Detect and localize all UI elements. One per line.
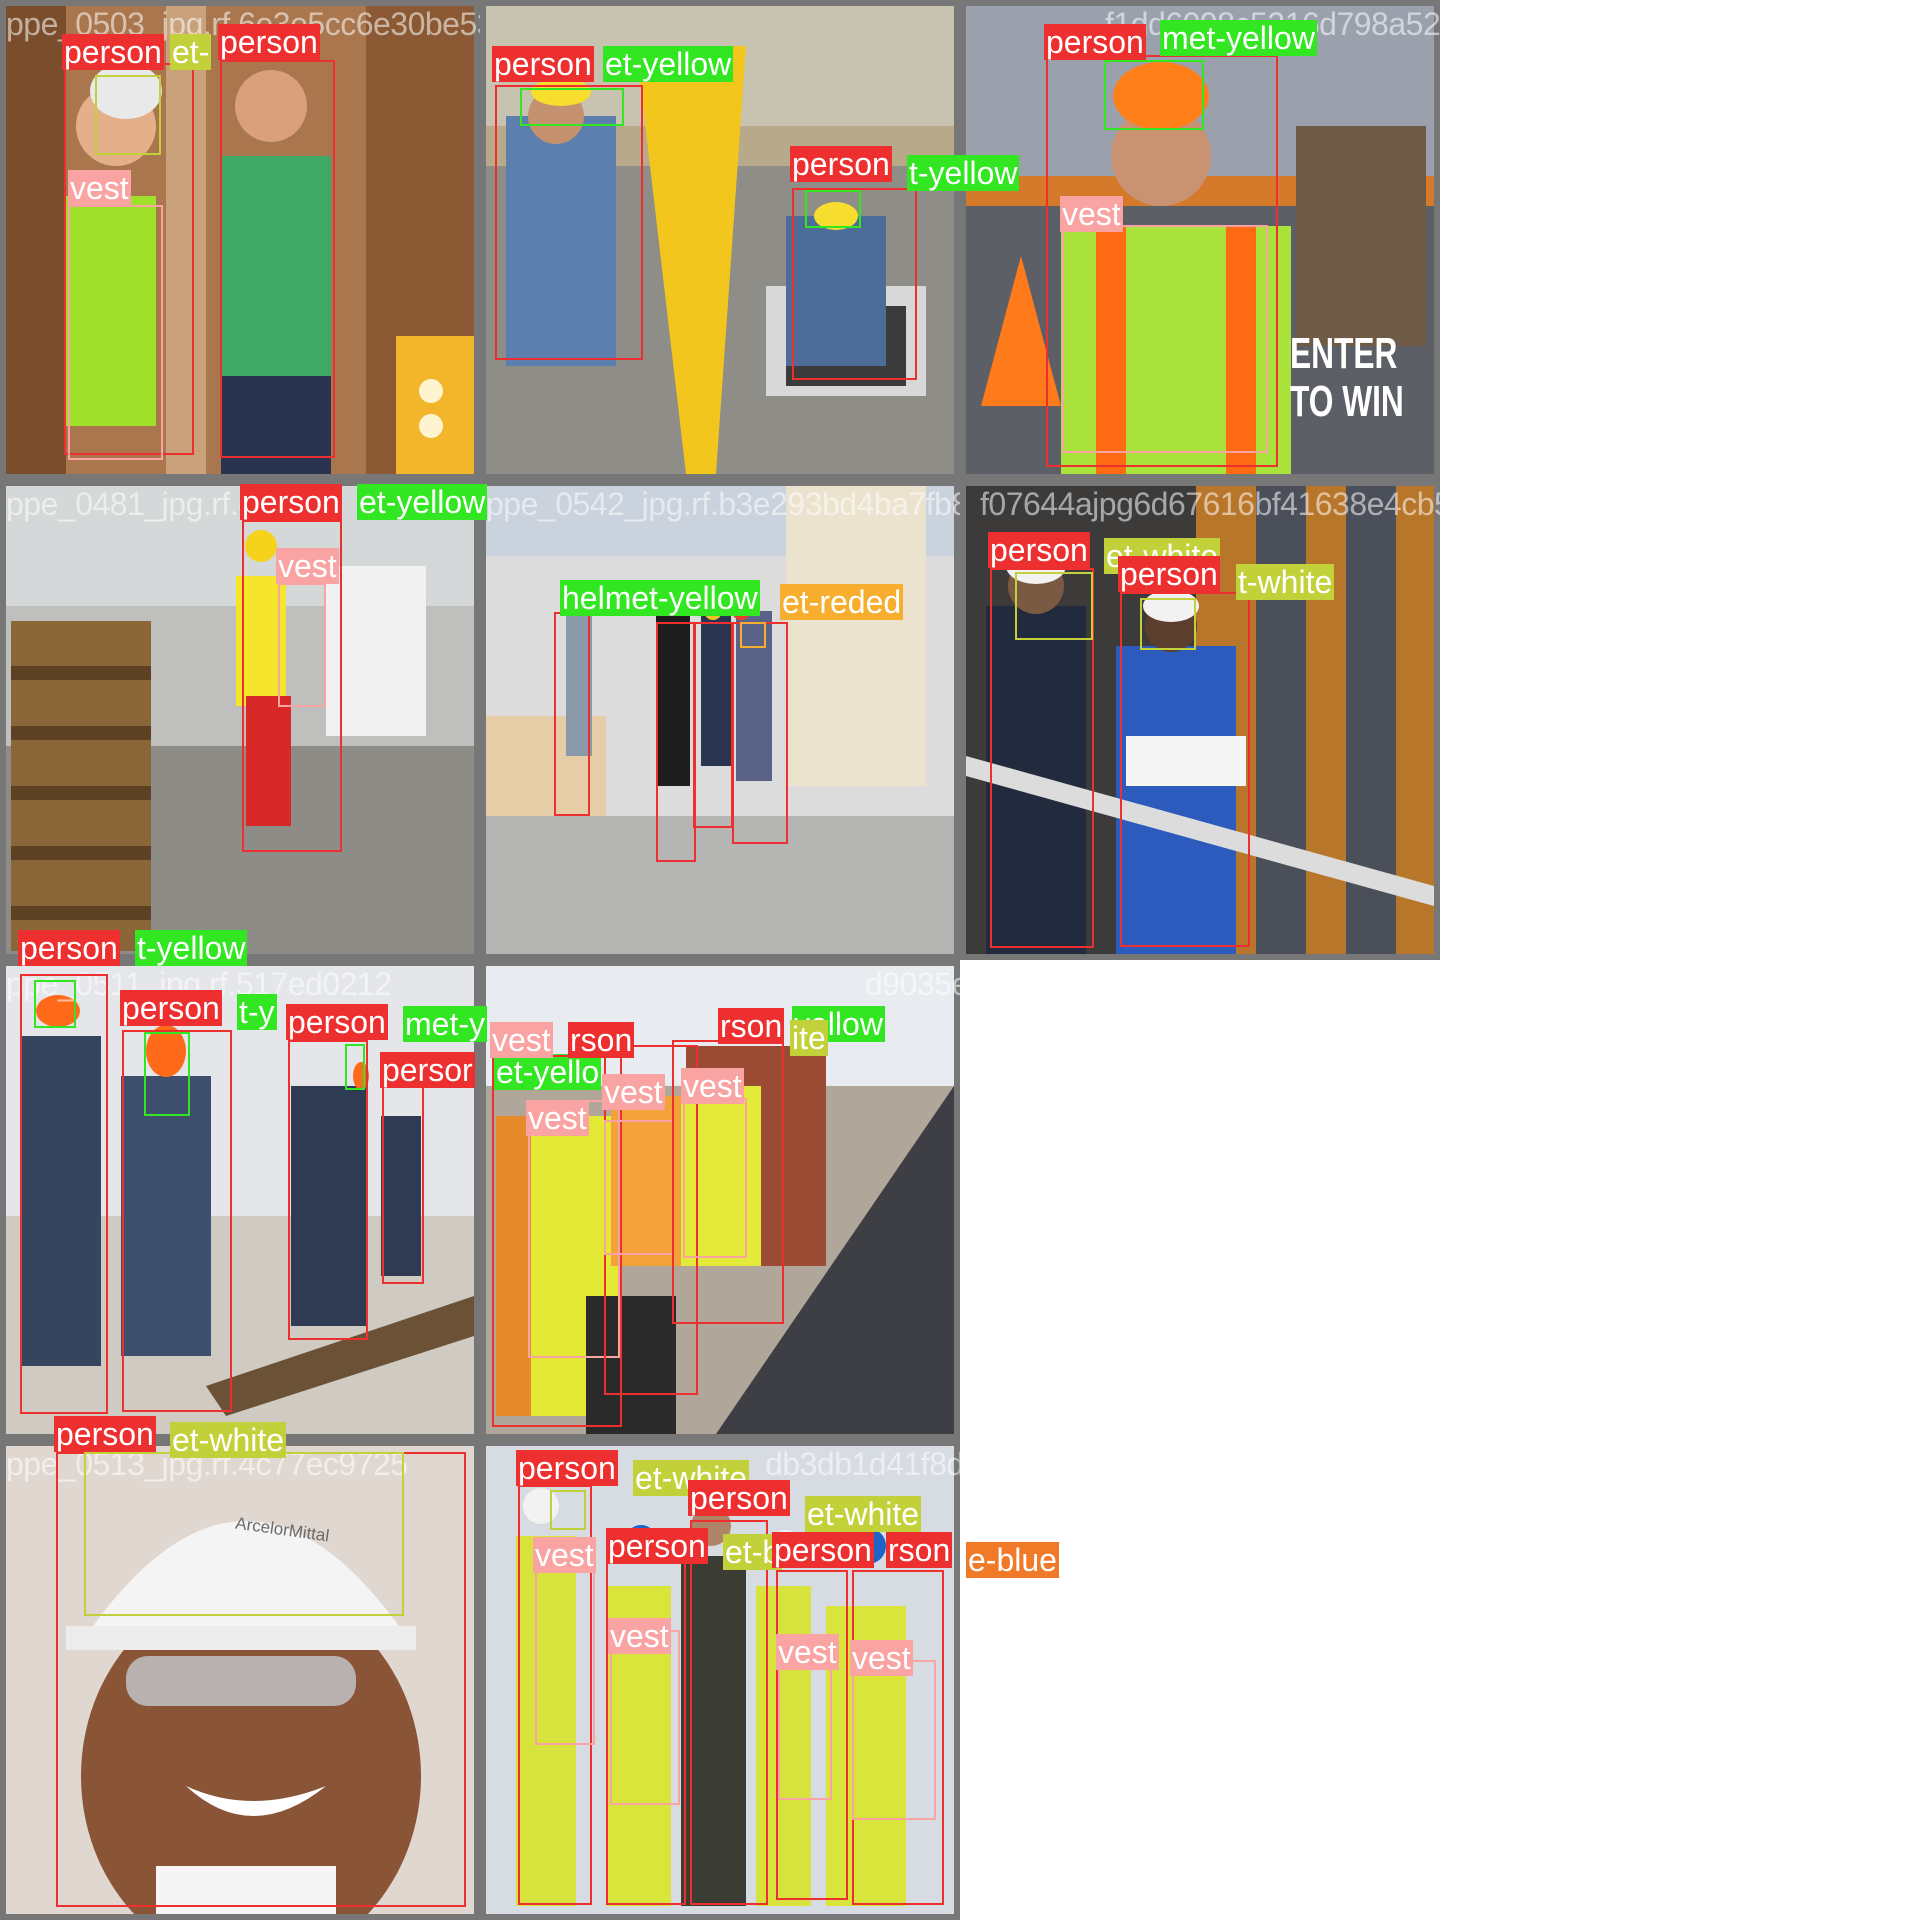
tile-4-photo bbox=[6, 486, 474, 954]
tile-10: db3db1d41f8df6889ed889cf bbox=[480, 1440, 960, 1920]
tile-8-filename: d9035e184eb245008f bbox=[865, 966, 960, 1002]
tile-8: d9035e184eb245008f bbox=[480, 960, 960, 1440]
tile-8-photo bbox=[486, 966, 954, 1434]
tile-7-photo bbox=[6, 966, 474, 1434]
tile-1: ppe_0503_jpg.rf.6e3e5cc6e30be5315b37bd4f… bbox=[0, 0, 480, 480]
enter-to-win-sign: ENTER TO WIN bbox=[1290, 329, 1404, 426]
tile-5-photo bbox=[486, 486, 954, 954]
tile-9: ppe_0513_jpg.rf.4c77ec9725 ArcelorMittal bbox=[0, 1440, 480, 1920]
tile-3-filename: f1dd6098c5216d798a523a1413cb533a bbox=[1105, 6, 1440, 42]
tile-9-filename: ppe_0513_jpg.rf.4c77ec9725 bbox=[6, 1446, 408, 1482]
tile-5-filename: ppe_0542_jpg.rf.b3e293bd4ba7fb8ad26e52bc… bbox=[486, 486, 960, 522]
tile-6: f07644ajpg6d67616bf41638e4cb550aaeff bbox=[960, 480, 1440, 960]
tile-6-photo bbox=[966, 486, 1434, 954]
tile-6-filename: f07644ajpg6d67616bf41638e4cb550aaeff bbox=[980, 486, 1440, 522]
tile-7: ppe_0511_jpg.rf.517ed0212 bbox=[0, 960, 480, 1440]
tile-3: f1dd6098c5216d798a523a1413cb533a ENTER T… bbox=[960, 0, 1440, 480]
tile-1-filename: ppe_0503_jpg.rf.6e3e5cc6e30be5315b37bd4f… bbox=[6, 6, 480, 42]
tile-10-filename: db3db1d41f8df6889ed889cf bbox=[765, 1446, 960, 1482]
tile-4: ppe_0481_jpg.rf.ca bbox=[0, 480, 480, 960]
tile-5: ppe_0542_jpg.rf.b3e293bd4ba7fb8ad26e52bc… bbox=[480, 480, 960, 960]
tile-7-filename: ppe_0511_jpg.rf.517ed0212 bbox=[6, 966, 392, 1002]
tile-1-photo bbox=[6, 6, 474, 474]
tile-10-photo bbox=[486, 1446, 954, 1914]
tile-4-filename: ppe_0481_jpg.rf.ca bbox=[6, 486, 272, 522]
tile-2 bbox=[480, 0, 960, 480]
tile-2-photo bbox=[486, 6, 954, 474]
